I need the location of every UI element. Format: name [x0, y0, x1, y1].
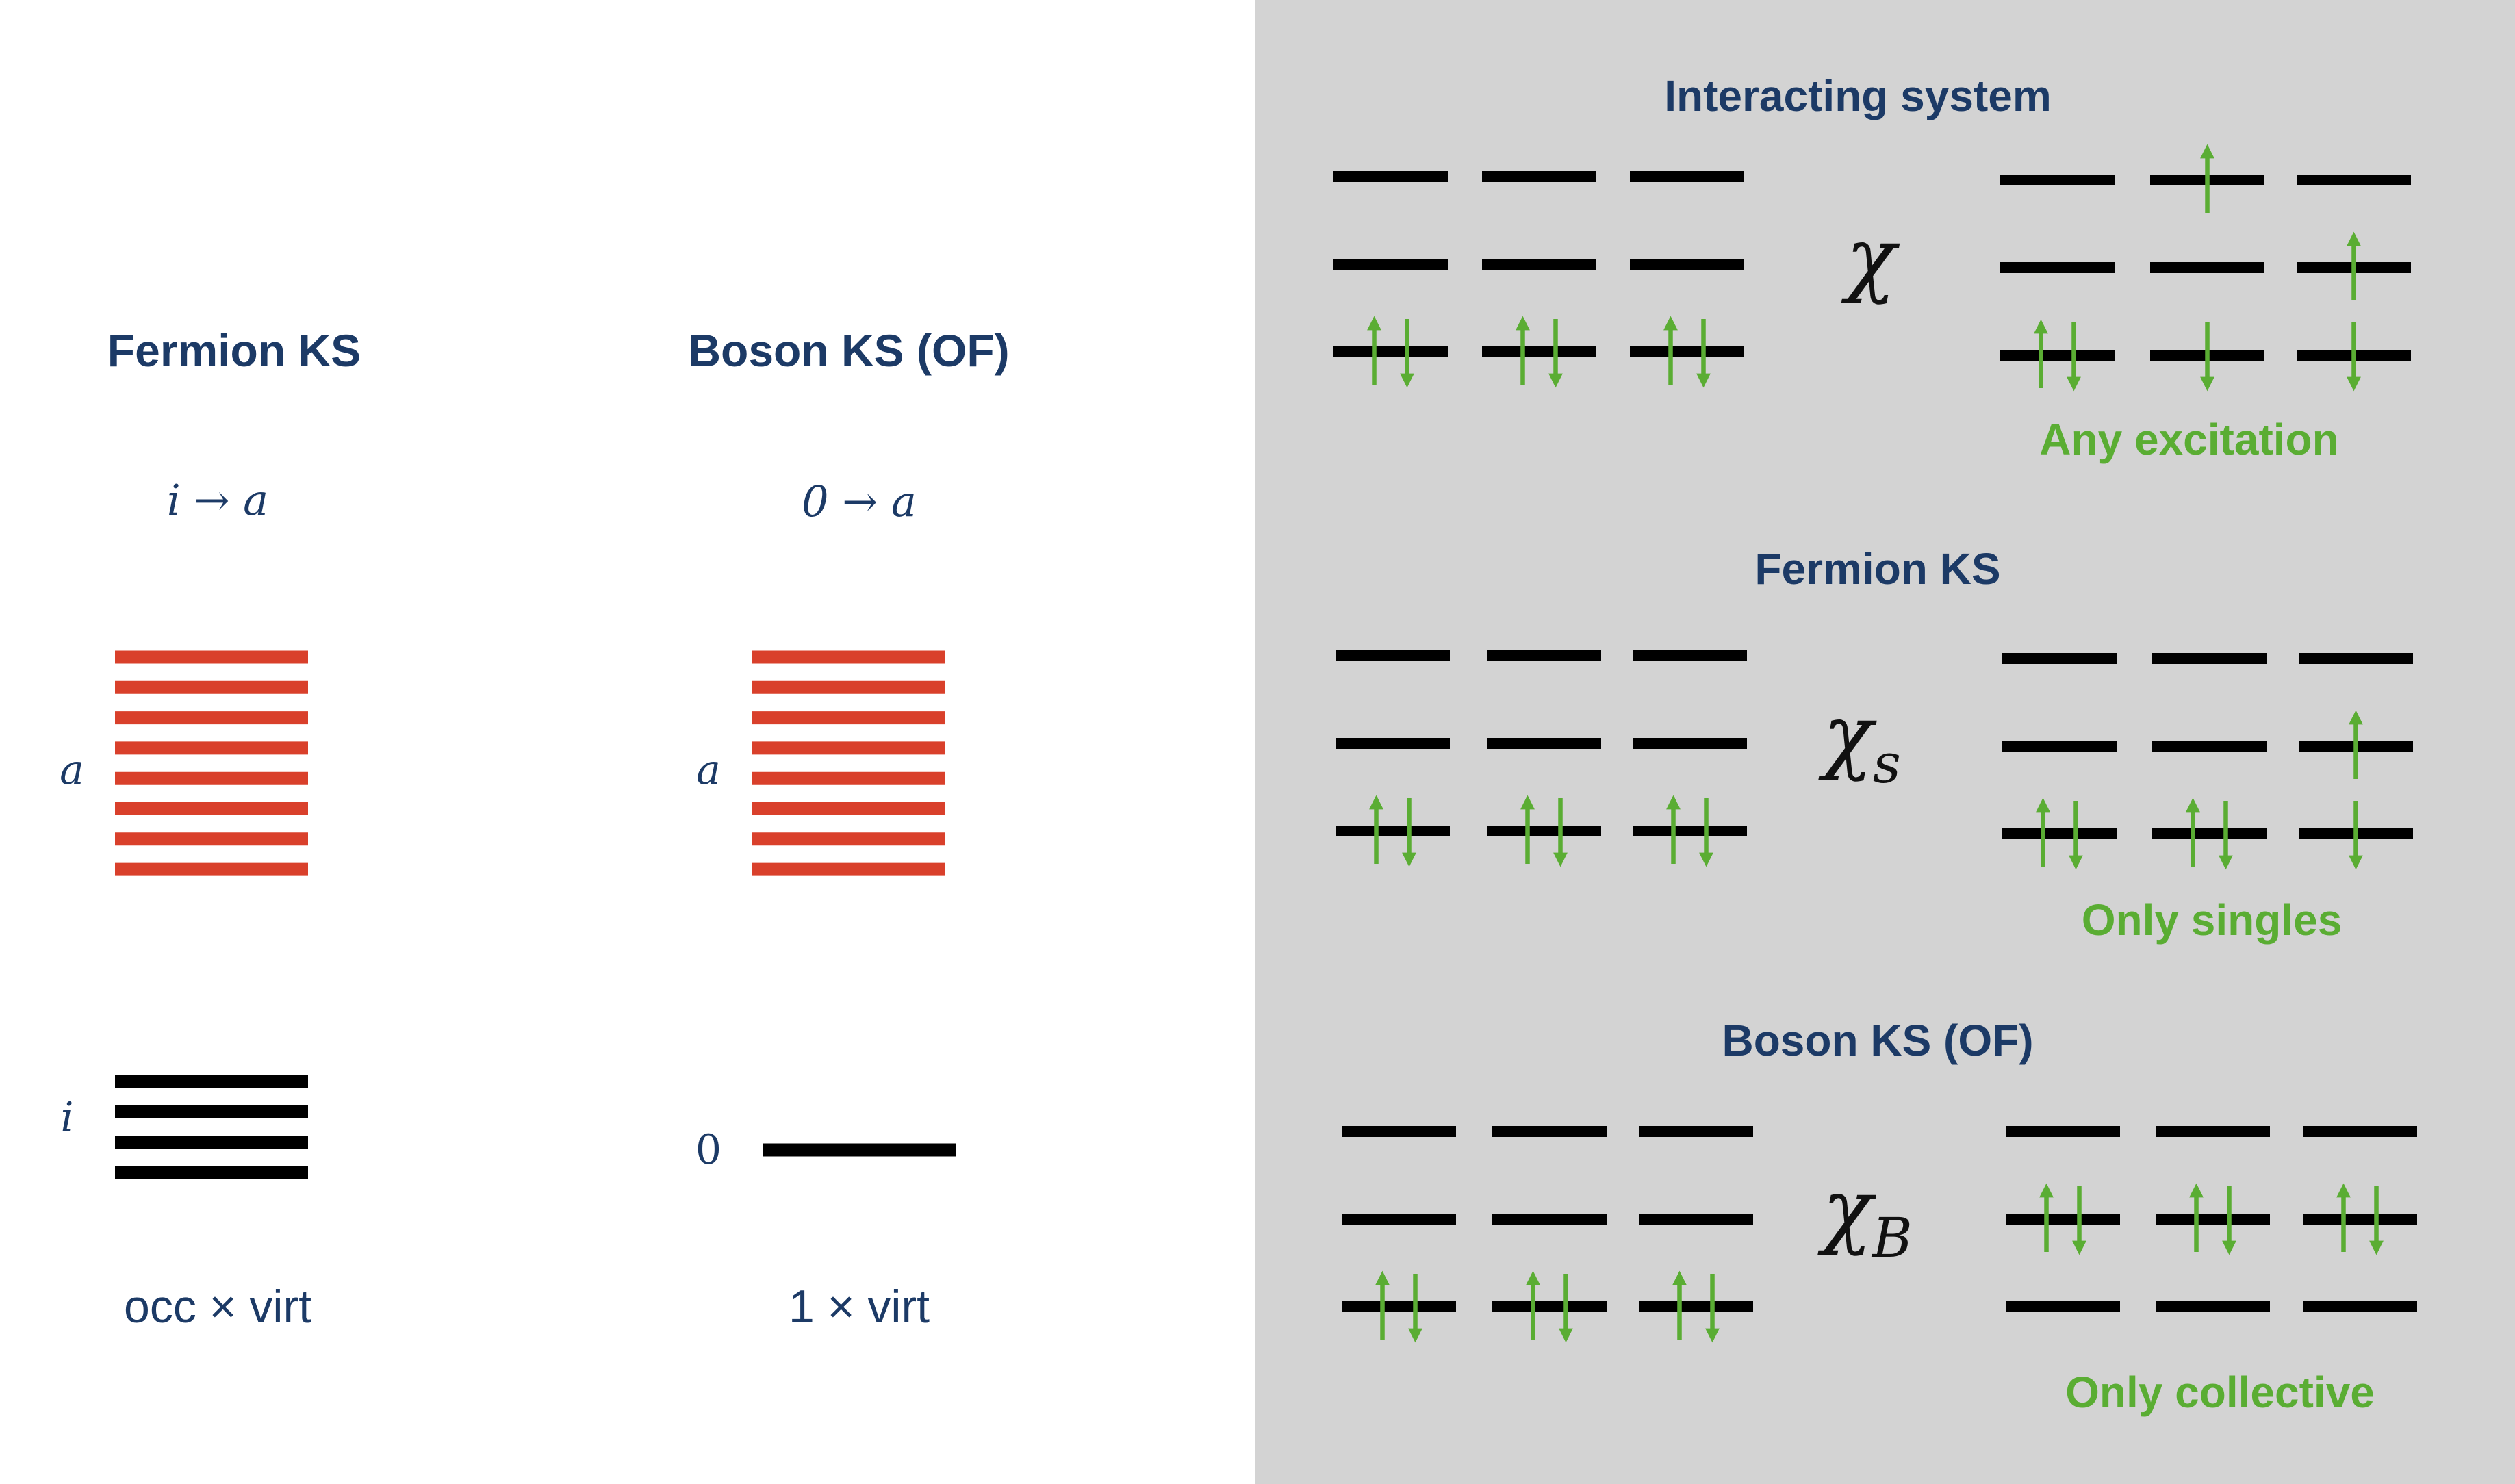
interacting-ground-state [1333, 171, 1744, 388]
boson-ground-label: 0 [695, 1126, 722, 1174]
only-singles-caption: Only singles [2082, 895, 2342, 945]
boson-ks-column: Boson KS (OF) 0 → a a 0 1 × virt [688, 325, 1009, 1333]
boson-ks-title: Boson KS (OF) [688, 325, 1009, 376]
chi-symbol: χ [1841, 211, 1900, 306]
chi-b-symbol: χB [1817, 1162, 1913, 1270]
fermion-ks-section: Fermion KS χs Only singles [1336, 544, 2413, 945]
fermion-transition-label: i → a [167, 475, 268, 525]
fermion-occupied-levels [115, 1075, 308, 1179]
boson-excitation-count: 1 × virt [789, 1281, 930, 1333]
boson-transition-label: 0 → a [802, 476, 917, 526]
fermion-ks-excited-state [2002, 653, 2413, 870]
fermion-virtual-label: a [60, 746, 84, 794]
boson-virtual-levels [752, 650, 945, 876]
chi-s-symbol: χs [1818, 688, 1901, 795]
interacting-system-title: Interacting system [1664, 71, 2052, 120]
fermion-ks-column: Fermion KS i → a a i occ × virt [60, 325, 361, 1333]
boson-ks-section-title: Boson KS (OF) [1722, 1016, 2033, 1065]
boson-virtual-label: a [696, 746, 721, 794]
boson-ks-section: Boson KS (OF) χB Only collective [1342, 1016, 2417, 1417]
fermion-ks-ground-state [1336, 650, 1747, 867]
interacting-system-section: Interacting system χ Any excitation [1333, 71, 2411, 464]
boson-ks-excited-state [2006, 1126, 2417, 1312]
interacting-excited-state [2000, 144, 2411, 392]
fermion-virtual-levels [115, 650, 308, 876]
fermion-occupied-label: i [60, 1094, 73, 1142]
fermion-ks-title: Fermion KS [107, 325, 361, 376]
only-collective-caption: Only collective [2065, 1368, 2375, 1417]
fermion-ks-section-title: Fermion KS [1754, 544, 2000, 593]
any-excitation-caption: Any excitation [2039, 415, 2338, 464]
boson-ks-ground-state [1342, 1126, 1753, 1343]
fermion-excitation-count: occ × virt [124, 1281, 311, 1333]
